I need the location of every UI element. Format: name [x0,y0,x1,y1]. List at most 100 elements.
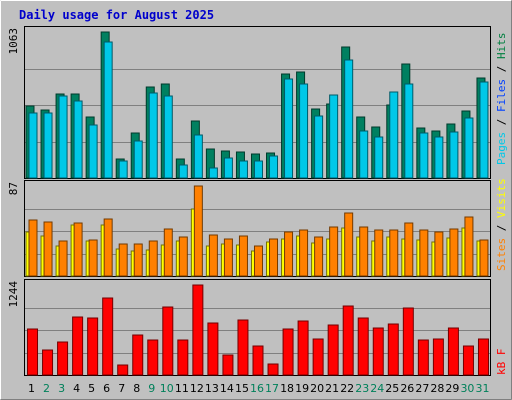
bar-sites-day-12 [193,185,203,277]
bar-sites-day-24 [374,229,384,277]
x-tick-label-day-3: 3 [58,382,65,395]
bar-files-day-24 [374,136,384,179]
bar-sites-day-14 [223,238,233,277]
bar-files-day-10 [163,95,173,179]
bar-kb-f-day-10 [162,306,174,376]
bar-sites-day-26 [404,222,414,277]
x-tick-label-day-26: 26 [400,382,414,395]
x-tick-label-day-6: 6 [103,382,110,395]
bar-files-day-21 [329,94,339,179]
bar-kb-f-day-23 [357,317,369,376]
series-files [28,41,489,179]
bar-kb-f-day-8 [132,334,144,376]
x-tick-label-day-30: 30 [460,382,474,395]
panel-hits-files-pages: 1063 Pages / Files / Hits [7,26,508,179]
legend-part: Visits [495,178,508,218]
bar-files-day-31 [479,81,489,179]
bar-kb-f-day-24 [372,327,384,376]
bar-kb-f-day-18 [282,328,294,376]
panel-legend-label: kB F [495,349,508,376]
bar-sites-day-13 [208,234,218,277]
bar-kb-f-day-26 [402,307,414,376]
x-tick-label-day-22: 22 [340,382,354,395]
bar-files-day-27 [419,132,429,179]
x-tick-label-day-17: 17 [265,382,279,395]
bar-kb-f-day-22 [342,305,354,376]
bar-kb-f-day-20 [312,338,324,376]
x-tick-label-day-19: 19 [295,382,309,395]
bar-files-day-3 [58,95,68,179]
legend-part: kB F [495,349,508,376]
bar-kb-f-day-12 [192,284,204,376]
bar-sites-day-29 [449,228,459,277]
bar-files-day-26 [404,83,414,179]
bar-kb-f-day-28 [432,338,444,376]
x-tick-label-day-5: 5 [88,382,95,395]
x-tick-label-day-31: 31 [475,382,489,395]
bar-sites-day-6 [103,218,113,277]
series-sites [28,185,489,277]
x-tick-label-day-23: 23 [355,382,369,395]
bar-files-day-20 [314,115,324,179]
bar-files-day-4 [73,100,83,179]
bar-sites-day-8 [133,243,143,277]
x-tick-label-day-12: 12 [190,382,204,395]
x-axis-tick-labels: 1 2 3 4 5 6 7 8 9 10 11 12 13 14 15 16 17 18 19 20 21 22 23 24 2… [28,382,489,395]
bar-sites-day-28 [434,231,444,277]
x-tick-label-day-8: 8 [133,382,140,395]
x-tick-label-day-25: 25 [385,382,399,395]
bar-files-day-23 [359,130,369,179]
bar-files-day-2 [43,112,53,179]
bar-kb-f-day-31 [477,338,489,376]
x-tick-label-day-29: 29 [445,382,459,395]
y-max-label: 87 [7,182,20,195]
bar-sites-day-31 [479,239,489,277]
panel-visits-sites: 87 Sites / Visits [7,178,508,277]
x-tick-label-day-13: 13 [205,382,219,395]
panel-legend-label: Pages / Files / Hits [495,33,508,166]
bar-sites-day-1 [28,219,38,277]
legend-part: / [495,59,508,79]
x-tick-label-day-18: 18 [280,382,294,395]
bar-kb-f-day-1 [27,328,39,376]
bar-sites-day-4 [73,222,83,277]
bar-kb-f-day-15 [237,319,249,376]
bar-kb-f-day-25 [387,323,399,376]
bar-files-day-18 [284,78,294,179]
bar-sites-day-15 [238,235,248,277]
bar-files-day-5 [88,124,98,179]
panel-kb-f: 1244 kB F [7,279,508,376]
legend-part: / [495,218,508,238]
bar-sites-day-7 [118,243,128,277]
x-tick-label-day-7: 7 [118,382,125,395]
bar-files-day-25 [389,91,399,179]
x-tick-label-day-21: 21 [325,382,339,395]
bar-sites-day-16 [253,245,263,277]
bar-kb-f-day-4 [72,316,84,376]
bar-files-day-16 [253,160,263,179]
bar-kb-f-day-2 [42,349,54,376]
x-tick-label-day-4: 4 [73,382,80,395]
x-tick-label-day-10: 10 [160,382,174,395]
bar-files-day-13 [208,167,218,179]
y-max-label: 1244 [7,281,20,308]
bar-sites-day-2 [43,221,53,277]
bar-files-day-29 [449,131,459,179]
bar-sites-day-23 [359,226,369,277]
x-tick-label-day-11: 11 [175,382,189,395]
legend-part: Pages [495,132,508,165]
bar-sites-day-25 [389,229,399,277]
x-tick-label-day-2: 2 [43,382,50,395]
legend-part: Sites [495,238,508,271]
x-tick-label-day-9: 9 [148,382,155,395]
x-tick-label-day-14: 14 [220,382,234,395]
bar-sites-day-18 [284,231,294,277]
bar-sites-day-3 [58,240,68,277]
bar-files-day-8 [133,140,143,179]
bar-sites-day-30 [464,216,474,277]
bar-files-day-30 [464,117,474,179]
chart-panels: 1063 Pages / Files / Hits 87 Sites / Visits… [7,26,508,376]
bar-kb-f-day-19 [297,320,309,376]
bar-sites-day-21 [329,226,339,277]
